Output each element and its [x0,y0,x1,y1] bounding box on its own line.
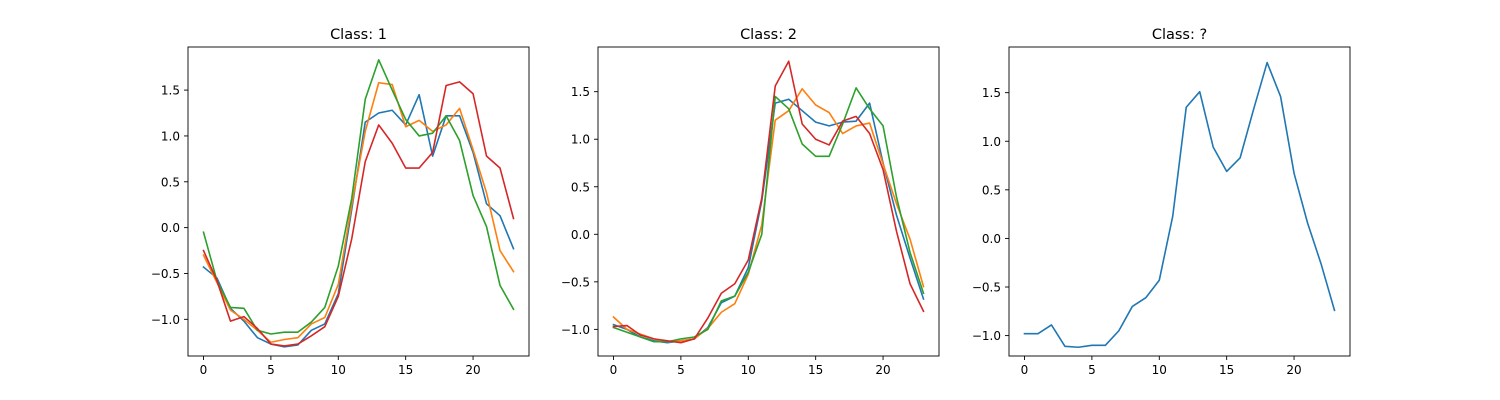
y-tick-label: −1.0 [151,313,180,327]
x-tick-label: 10 [741,363,756,377]
plot-frame [597,46,940,357]
x-tick-label: 0 [1021,363,1029,377]
plot-frame [187,46,530,357]
x-tick-label: 5 [677,363,685,377]
chart-title: Class: 1 [330,27,387,43]
x-tick-label: 15 [808,363,823,377]
y-tick-label: 1.5 [571,85,590,99]
y-tick-label: 0.5 [982,183,1001,197]
y-tick-label: 0.0 [571,228,590,242]
y-tick-label: 1.0 [571,133,590,147]
x-tick-label: 10 [331,363,346,377]
chart-title: Class: ? [1152,27,1207,43]
y-tick-label: 1.0 [982,135,1001,149]
x-tick-label: 0 [610,363,618,377]
x-tick-label: 20 [1286,363,1301,377]
y-tick-label: 0.5 [571,180,590,194]
series-line-3 [612,87,925,343]
x-tick-label: 5 [1088,363,1096,377]
x-tick-label: 15 [398,363,413,377]
x-tick-label: 0 [200,363,208,377]
y-tick-label: 0.5 [161,175,180,189]
chart-title: Class: 2 [740,27,797,43]
chart-panel-1: 0 5 10 15 20 −1.0 −0.5 0.0 0.5 1.0 1.5 Class: 1 [151,27,530,377]
series-line-2 [202,81,515,344]
series-line-4 [612,60,925,344]
x-tick-label: 5 [267,363,275,377]
chart-panel-2: 0 5 10 15 20 −1.0 −0.5 0.0 0.5 1.0 1.5 Class: 2 [561,27,940,377]
series-line-1 [1023,61,1336,349]
x-tick-label: 10 [1152,363,1167,377]
chart-panel-3: 0 5 10 15 20 −1.0 −0.5 0.0 0.5 1.0 1.5 Class: ? [972,27,1351,377]
y-tick-label: 0.0 [982,232,1001,246]
y-tick-label: −0.5 [972,281,1001,295]
plot-frame [1008,46,1351,357]
y-tick-label: −1.0 [561,323,590,337]
series-line-4 [202,81,515,347]
y-tick-label: 0.0 [161,221,180,235]
y-tick-label: −0.5 [151,267,180,281]
y-tick-label: 1.0 [161,129,180,143]
y-tick-label: −0.5 [561,275,590,289]
x-tick-label: 15 [1219,363,1234,377]
x-tick-label: 20 [465,363,480,377]
y-tick-label: 1.5 [161,84,180,98]
y-tick-label: 1.5 [982,86,1001,100]
x-tick-label: 20 [875,363,890,377]
y-tick-label: −1.0 [972,329,1001,343]
